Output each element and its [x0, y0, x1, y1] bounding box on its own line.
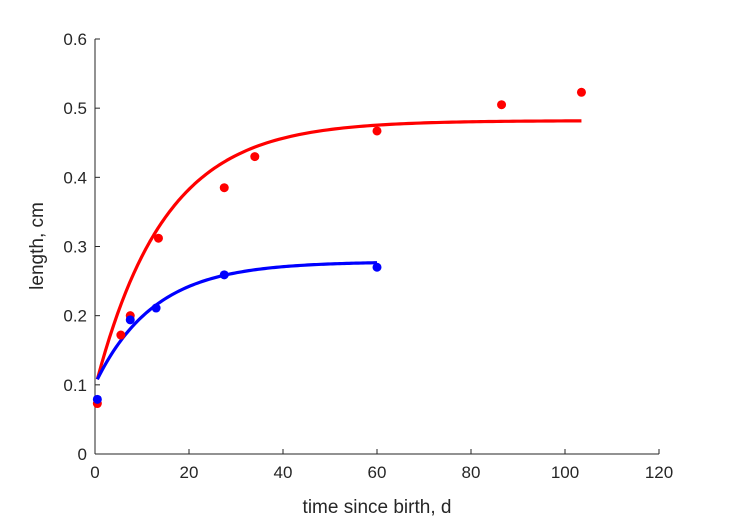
- axes: [94, 39, 659, 455]
- y-tick-label: 0.2: [63, 307, 87, 326]
- x-tick-label: 0: [90, 463, 99, 482]
- fit-curve-2: [95, 261, 378, 381]
- y-axis-ticks: 0 0.1 0.2 0.3 0.4 0.5 0.6: [63, 30, 100, 464]
- data-point-series-1: [250, 152, 260, 162]
- y-tick-label: 0.6: [63, 30, 87, 49]
- data-point-series-1: [219, 183, 229, 193]
- x-tick-label: 20: [180, 463, 199, 482]
- data-points: [92, 87, 586, 409]
- y-tick-label: 0.1: [63, 376, 87, 395]
- y-tick-label: 0: [78, 445, 87, 464]
- x-tick-label: 120: [645, 463, 673, 482]
- fit-curves: [95, 119, 582, 381]
- x-tick-label: 60: [368, 463, 387, 482]
- y-axis-label: length, cm: [27, 202, 48, 290]
- x-axis-ticks: 0 20 40 60 80 100 120: [90, 449, 673, 482]
- data-point-series-2: [372, 262, 382, 272]
- data-point-series-2: [92, 394, 102, 404]
- y-tick-label: 0.5: [63, 99, 87, 118]
- data-point-series-1: [116, 330, 126, 340]
- data-point-series-1: [576, 87, 586, 97]
- data-point-series-1: [372, 126, 382, 136]
- data-point-series-2: [125, 315, 135, 325]
- data-point-series-1: [497, 100, 507, 110]
- y-tick-label: 0.3: [63, 238, 87, 257]
- x-tick-label: 40: [274, 463, 293, 482]
- x-tick-label: 80: [462, 463, 481, 482]
- x-tick-label: 100: [551, 463, 579, 482]
- data-point-series-2: [151, 303, 161, 313]
- data-point-series-1: [153, 233, 163, 243]
- x-axis-label: time since birth, d: [303, 497, 452, 518]
- fit-curve-1: [95, 119, 582, 380]
- y-tick-label: 0.4: [63, 168, 87, 187]
- data-point-series-2: [219, 270, 229, 280]
